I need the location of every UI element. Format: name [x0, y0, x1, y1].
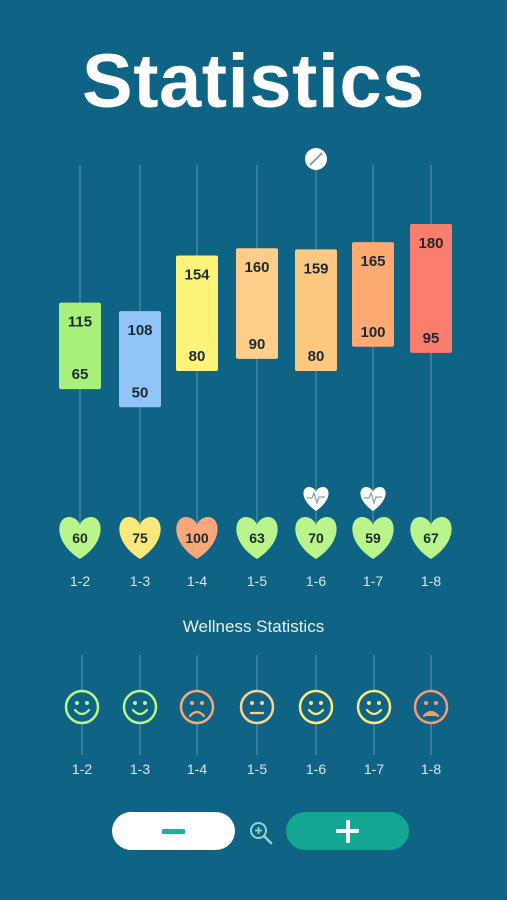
wellness-date-label: 1-6 [306, 761, 326, 777]
mood-neutral-icon[interactable] [239, 689, 275, 725]
wellness-date-label: 1-3 [130, 761, 150, 777]
wellness-date-label: 1-4 [187, 761, 207, 777]
bp-bar[interactable] [59, 302, 101, 390]
mood-very-sad-icon[interactable] [413, 689, 449, 725]
wellness-date-label: 1-5 [247, 761, 267, 777]
systolic-label: 115 [68, 314, 92, 331]
heart-rate-badge[interactable]: 59 [352, 517, 394, 559]
wellness-title: Wellness Statistics [182, 617, 325, 636]
date-label: 1-4 [187, 573, 207, 589]
systolic-label: 108 [127, 322, 152, 339]
heart-rate-badge[interactable]: 100 [176, 517, 218, 559]
heart-rate-label: 75 [132, 530, 148, 546]
systolic-label: 165 [360, 253, 385, 270]
heart-rate-label: 59 [365, 530, 381, 546]
date-label: 1-2 [70, 573, 90, 589]
zoom-in-button[interactable] [286, 812, 409, 850]
bp-bar[interactable] [119, 311, 161, 408]
mood-happy-icon[interactable] [122, 689, 158, 725]
heart-rate-label: 100 [185, 530, 209, 546]
heart-rate-badge[interactable]: 75 [119, 517, 161, 559]
heart-rate-badge[interactable]: 63 [236, 517, 278, 559]
page-title: Statistics [82, 39, 425, 124]
bp-bar[interactable] [236, 248, 278, 359]
bp-bar[interactable] [352, 242, 394, 347]
zoom-out-button[interactable] [112, 812, 235, 850]
bp-bar[interactable] [176, 255, 218, 371]
heartbeat-icon[interactable] [303, 487, 329, 511]
diastolic-label: 100 [360, 324, 385, 341]
bp-bar[interactable] [410, 224, 452, 353]
heart-rate-badge[interactable]: 67 [410, 517, 452, 559]
mood-sad-icon[interactable] [179, 689, 215, 725]
bp-bar[interactable] [295, 249, 337, 371]
heart-rate-label: 63 [249, 530, 265, 546]
pill-icon[interactable] [305, 148, 327, 170]
diastolic-label: 95 [423, 330, 440, 347]
date-label: 1-8 [421, 573, 441, 589]
mood-happy-icon[interactable] [64, 689, 100, 725]
diastolic-label: 65 [72, 366, 89, 383]
systolic-label: 160 [244, 259, 269, 276]
date-label: 1-3 [130, 573, 150, 589]
mood-happy-icon[interactable] [356, 689, 392, 725]
systolic-label: 159 [303, 260, 328, 277]
diastolic-label: 80 [308, 348, 325, 365]
systolic-label: 154 [184, 266, 210, 283]
heart-rate-badge[interactable]: 60 [59, 517, 101, 559]
diastolic-label: 50 [132, 384, 149, 401]
wellness-date-label: 1-7 [364, 761, 384, 777]
diastolic-label: 80 [189, 348, 206, 365]
wellness-date-label: 1-8 [421, 761, 441, 777]
heart-rate-label: 67 [423, 530, 439, 546]
date-label: 1-7 [363, 573, 383, 589]
heart-rate-label: 70 [308, 530, 324, 546]
mood-happy-icon[interactable] [298, 689, 334, 725]
heart-rate-badge[interactable]: 70 [295, 517, 337, 559]
date-label: 1-6 [306, 573, 326, 589]
wellness-date-label: 1-2 [72, 761, 92, 777]
zoom-icon[interactable] [248, 820, 274, 846]
diastolic-label: 90 [249, 336, 266, 353]
heart-rate-label: 60 [72, 530, 88, 546]
systolic-label: 180 [418, 235, 443, 252]
heartbeat-icon[interactable] [360, 487, 386, 511]
date-label: 1-5 [247, 573, 267, 589]
